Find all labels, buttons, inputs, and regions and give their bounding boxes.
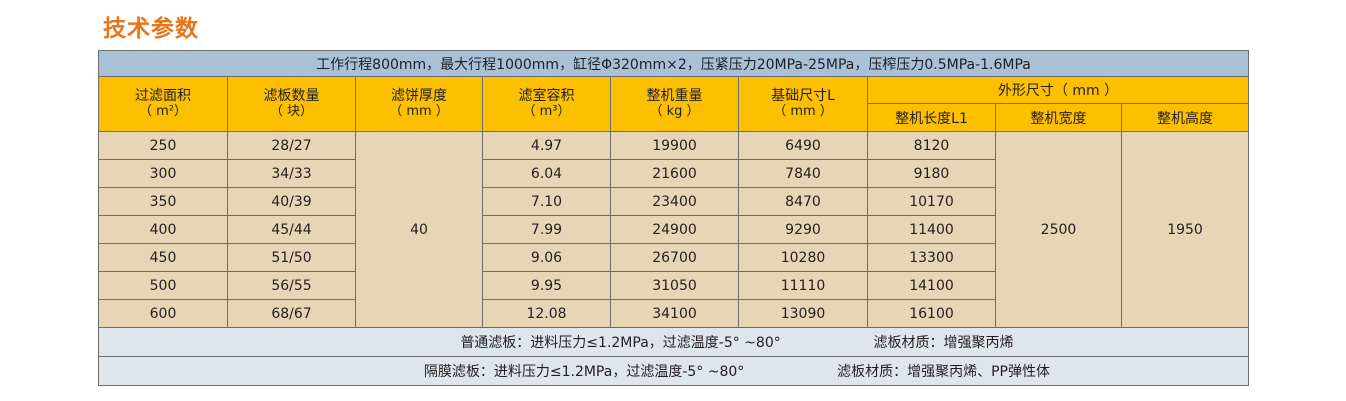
cell-foundation: 13090 (738, 299, 868, 328)
header-area-unit: （ m²） (138, 104, 187, 119)
cell-length: 14100 (867, 271, 996, 300)
cell-weight: 31050 (610, 271, 739, 300)
cell-foundation: 6490 (738, 131, 868, 160)
header-foundation-unit: （ mm ） (773, 104, 833, 119)
header-area-label: 过滤面积 (135, 88, 191, 104)
table-row: 300 34/33 6.04 21600 7840 9180 (98, 159, 1249, 188)
table-row: 450 51/50 9.06 26700 10280 13300 (98, 243, 1249, 272)
section-title: 技术参数 (103, 16, 199, 42)
note-material: 滤板材质：增强聚丙烯、PP弹性体 (837, 364, 1050, 380)
header-area: 过滤面积 （ m²） (98, 76, 228, 132)
cell-foundation: 9290 (738, 215, 868, 244)
cell-volume: 9.06 (482, 243, 611, 272)
header-cake: 滤饼厚度 （ mm ） (355, 76, 483, 132)
header-volume: 滤室容积 （ m³） (482, 76, 611, 132)
cell-width: 2500 (995, 131, 1122, 328)
note-row-membrane: 隔膜滤板：进料压力≤1.2MPa，过滤温度-5° ~80° 滤板材质：增强聚丙烯、… (97, 356, 1250, 386)
header-height: 整机高度 (1120, 103, 1250, 132)
cell-plates: 34/33 (227, 159, 356, 188)
note-conditions: 普通滤板：进料压力≤1.2MPa，过滤温度-5° ~80° (460, 335, 781, 351)
cell-area: 400 (98, 215, 228, 244)
header-outer: 外形尺寸（ mm ） (866, 76, 1250, 104)
header-volume-unit: （ m³） (522, 104, 571, 119)
cell-plates: 51/50 (227, 243, 356, 272)
cell-cake-thickness: 40 (355, 131, 483, 328)
table-row: 350 40/39 7.10 23400 8470 10170 (98, 187, 1249, 216)
header-cake-label: 滤饼厚度 (391, 88, 447, 104)
cell-length: 9180 (867, 159, 996, 188)
note-row-standard: 普通滤板：进料压力≤1.2MPa，过滤温度-5° ~80° 滤板材质：增强聚丙烯 (97, 327, 1250, 357)
table-row: 500 56/55 9.95 31050 11110 14100 (98, 271, 1249, 300)
cell-height: 1950 (1120, 131, 1250, 328)
table-row: 250 28/27 40 4.97 19900 6490 8120 2500 1… (98, 131, 1250, 328)
cell-plates: 28/27 (227, 131, 356, 160)
header-weight-label: 整机重量 (646, 88, 703, 104)
cell-foundation: 11110 (738, 271, 868, 300)
header-plates-label: 滤板数量 (263, 88, 320, 104)
cell-area: 450 (98, 243, 228, 272)
cell-area: 350 (98, 187, 228, 216)
cell-area: 500 (98, 271, 228, 300)
cell-weight: 21600 (610, 159, 739, 188)
header-plates-unit: （ 块） (269, 104, 314, 119)
cell-foundation: 10280 (738, 243, 868, 272)
cell-volume: 12.08 (482, 299, 611, 328)
header-foundation: 基础尺寸L （ mm ） (738, 76, 868, 132)
spec-table: 工作行程800mm，最大行程1000mm，缸径Φ320mm×2，压紧压力20MP… (97, 50, 1250, 386)
cell-foundation: 7840 (738, 159, 868, 188)
header-cake-unit: （ mm ） (389, 104, 449, 119)
header-row-1: 过滤面积 （ m²） 滤板数量 （ 块） 滤饼厚度 （ mm ） 滤室容积 （ … (98, 76, 1250, 132)
cell-area: 300 (98, 159, 228, 188)
cell-weight: 23400 (610, 187, 739, 216)
cell-plates: 56/55 (227, 271, 356, 300)
cell-length: 16100 (867, 299, 996, 328)
table-row: 600 68/67 12.08 34100 13090 16100 (98, 299, 1249, 328)
cell-plates: 40/39 (227, 187, 356, 216)
header-weight-unit: （ kg ） (649, 104, 700, 119)
cell-volume: 7.10 (482, 187, 611, 216)
cell-volume: 7.99 (482, 215, 611, 244)
cell-weight: 19900 (610, 131, 739, 160)
cell-volume: 4.97 (482, 131, 611, 160)
header-foundation-label: 基础尺寸L (771, 88, 835, 104)
summary-row: 工作行程800mm，最大行程1000mm，缸径Φ320mm×2，压紧压力20MP… (97, 50, 1250, 77)
note-conditions: 隔膜滤板：进料压力≤1.2MPa，过滤温度-5° ~80° (423, 364, 745, 380)
cell-length: 8120 (867, 131, 996, 160)
header-volume-label: 滤室容积 (518, 88, 575, 104)
header-weight: 整机重量 （ kg ） (610, 76, 739, 132)
cell-length: 11400 (867, 215, 996, 244)
header-plates: 滤板数量 （ 块） (227, 76, 356, 132)
note-cell: 普通滤板：进料压力≤1.2MPa，过滤温度-5° ~80° 滤板材质：增强聚丙烯 (97, 327, 1250, 357)
cell-plates: 45/44 (227, 215, 356, 244)
cell-area: 250 (98, 131, 228, 160)
header-row-2: 整机长度L1 整机宽度 整机高度 (99, 103, 1250, 132)
note-material: 滤板材质：增强聚丙烯 (873, 335, 1014, 351)
cell-plates: 68/67 (227, 299, 356, 328)
header-width: 整机宽度 (995, 103, 1122, 132)
cell-length: 13300 (867, 243, 996, 272)
cell-weight: 26700 (610, 243, 739, 272)
cell-weight: 24900 (610, 215, 739, 244)
cell-weight: 34100 (610, 299, 739, 328)
table-row: 400 45/44 7.99 24900 9290 11400 (98, 215, 1249, 244)
cell-volume: 6.04 (482, 159, 611, 188)
cell-area: 600 (98, 299, 228, 328)
cell-foundation: 8470 (738, 187, 868, 216)
cell-length: 10170 (867, 187, 996, 216)
header-length: 整机长度L1 (867, 103, 996, 132)
note-cell: 隔膜滤板：进料压力≤1.2MPa，过滤温度-5° ~80° 滤板材质：增强聚丙烯、… (97, 356, 1250, 386)
summary-text: 工作行程800mm，最大行程1000mm，缸径Φ320mm×2，压紧压力20MP… (97, 50, 1250, 77)
cell-volume: 9.95 (482, 271, 611, 300)
